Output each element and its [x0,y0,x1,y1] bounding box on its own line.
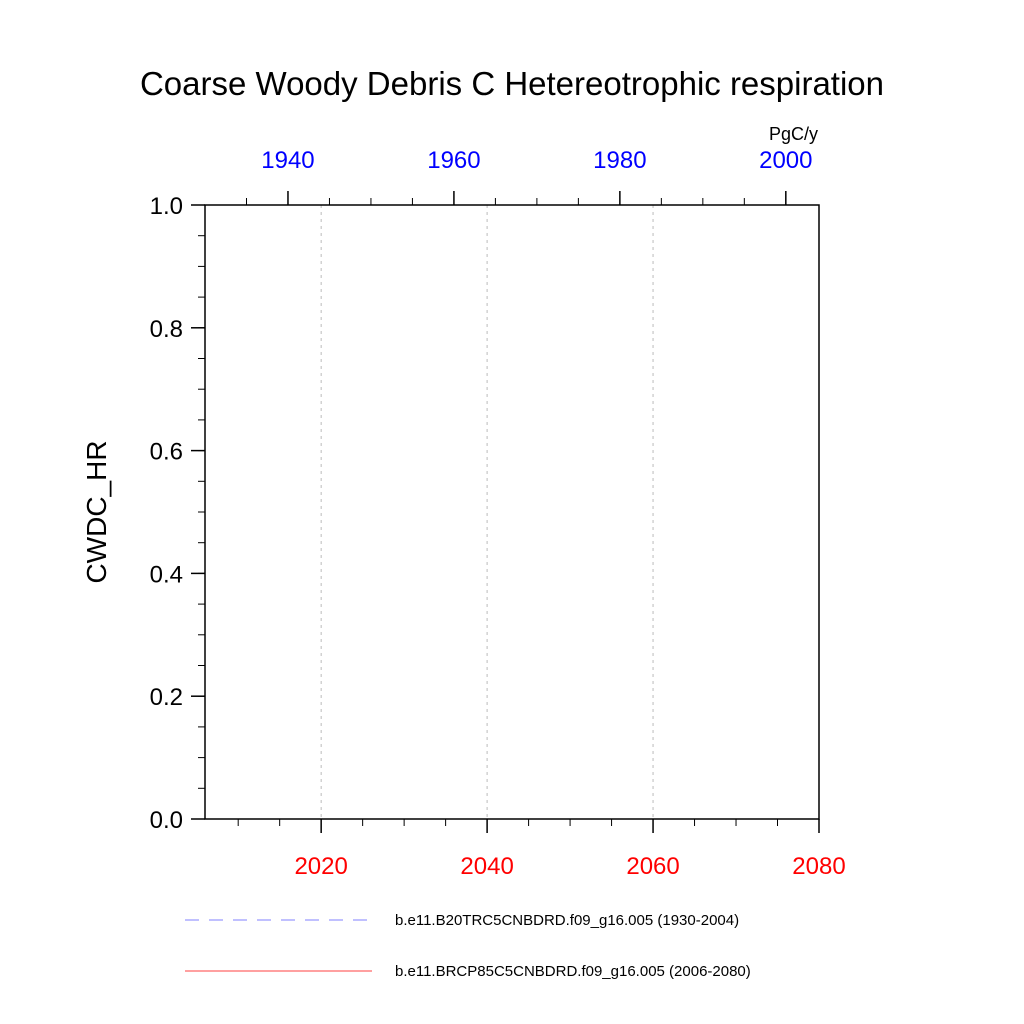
x-bottom-tick-label: 2040 [460,853,513,880]
units-label: PgC/y [769,124,818,144]
axis-ticks [191,191,820,833]
x-bottom-tick-label: 2060 [626,853,679,880]
x-top-tick-label: 1940 [261,147,314,174]
legend-label-1: b.e11.B20TRC5CNBDRD.f09_g16.005 (1930-20… [395,912,739,929]
x-bottom-tick-label: 2020 [294,853,347,880]
x-top-tick-label: 2000 [759,147,812,174]
y-tick-label: 0.8 [150,316,183,343]
x-top-tick-label: 1980 [593,147,646,174]
x-top-tick-label: 1960 [427,147,480,174]
axis-tick-labels: 0.0 0.2 0.4 0.6 0.8 1.0 2020 2040 2060 2080 1940 19… [150,147,846,880]
grid-lines [320,205,654,819]
chart-title: Coarse Woody Debris C Hetereotrophic res… [140,65,884,102]
y-tick-label: 0.4 [150,561,183,588]
y-tick-label: 0.0 [150,807,183,834]
legend: b.e11.B20TRC5CNBDRD.f09_g16.005 (1930-20… [185,912,751,980]
y-tick-label: 0.6 [150,439,183,466]
y-tick-label: 0.2 [150,684,183,711]
legend-label-2: b.e11.BRCP85C5CNBDRD.f09_g16.005 (2006-2… [395,963,751,980]
plot-area [204,204,820,820]
y-tick-label: 1.0 [150,193,183,220]
x-bottom-tick-label: 2080 [792,853,845,880]
y-axis-label: CWDC_HR [81,440,112,583]
